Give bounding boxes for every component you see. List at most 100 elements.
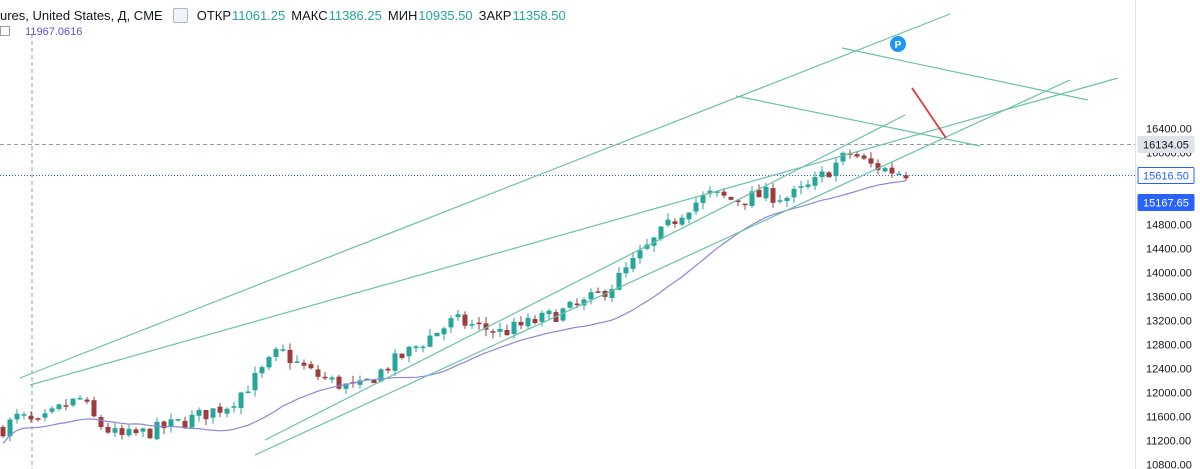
- candle-body: [161, 421, 167, 429]
- candle-body: [49, 408, 55, 412]
- candle-body: [35, 418, 41, 420]
- y-tick-label: 11200.00: [1146, 436, 1191, 448]
- candle-body: [812, 177, 818, 186]
- open-value: 11061.25: [232, 7, 286, 23]
- forecast-arrow-line: [911, 87, 947, 139]
- price-badge-label: 15616.50: [1143, 171, 1189, 183]
- candle-body: [406, 346, 412, 357]
- candle-body: [714, 191, 720, 193]
- candle-body: [763, 186, 769, 199]
- candle-body: [903, 175, 909, 179]
- candle-body: [42, 413, 48, 418]
- candle-body: [777, 200, 783, 202]
- candle-body: [7, 419, 13, 437]
- price-badge-box: [1137, 167, 1195, 185]
- candle-body: [588, 292, 594, 300]
- candle-body: [861, 155, 867, 159]
- candle-body: [28, 415, 34, 420]
- candle-body: [609, 288, 615, 298]
- candle-body: [749, 191, 755, 206]
- candle-body: [875, 163, 881, 171]
- price-badge: 16134.05: [1137, 135, 1195, 153]
- candle-body: [784, 197, 790, 202]
- candle-body: [539, 312, 545, 322]
- candle-body: [105, 426, 111, 433]
- symbol-label: ures, United States, Д, CME: [0, 7, 163, 23]
- candle-body: [182, 420, 188, 428]
- candle-body: [476, 322, 482, 325]
- candle-body: [560, 308, 566, 321]
- trendline: [841, 47, 1089, 101]
- marker-circle: [890, 36, 906, 52]
- candle-body: [336, 376, 342, 389]
- candle-body: [805, 184, 811, 187]
- candle-body: [896, 173, 902, 176]
- candle-body: [364, 378, 370, 381]
- candle-body: [217, 406, 223, 413]
- moving-average-line: [2, 180, 907, 444]
- candle-body: [301, 362, 307, 366]
- candle-body: [567, 301, 573, 308]
- y-tick-label: 12000.00: [1146, 388, 1192, 400]
- candle-body: [287, 349, 293, 364]
- high-value: 11386.25: [328, 7, 382, 23]
- y-tick-label: 11600.00: [1146, 412, 1191, 424]
- candle-body: [630, 258, 636, 269]
- candle-body: [357, 380, 363, 385]
- candle-body: [238, 392, 244, 408]
- candle-body: [546, 310, 552, 315]
- candle-body: [686, 212, 692, 220]
- candle-body: [371, 380, 377, 384]
- candle-body: [259, 367, 265, 374]
- candle-body: [273, 348, 279, 357]
- candle-body: [616, 272, 622, 290]
- price-badge-label: 15167.65: [1143, 197, 1189, 209]
- candle-body: [413, 346, 419, 349]
- high-label: МАКС: [291, 7, 328, 23]
- candle-body: [126, 428, 132, 436]
- candle-body: [91, 400, 97, 417]
- candle-body: [0, 426, 6, 437]
- candle-body: [385, 368, 391, 371]
- candle-body: [504, 329, 510, 336]
- candle-body: [266, 357, 272, 368]
- candle-body: [791, 188, 797, 198]
- candle-body: [665, 219, 671, 226]
- visibility-toggle-icon[interactable]: [0, 26, 10, 36]
- candle-body: [21, 414, 27, 416]
- candle-body: [490, 331, 496, 333]
- candle-body: [329, 377, 335, 380]
- candle-body: [532, 319, 538, 324]
- candle-body: [462, 314, 468, 326]
- price-badge: 15167.65: [1137, 193, 1195, 211]
- candle-body: [84, 399, 90, 402]
- candle-body: [700, 195, 706, 204]
- candle-body: [63, 405, 69, 407]
- candle-body: [833, 162, 839, 177]
- trendline: [29, 77, 1119, 386]
- candle-body: [679, 217, 685, 225]
- candle-body: [210, 408, 216, 418]
- candle-body: [343, 383, 349, 389]
- price-badge-label: 16134.05: [1143, 139, 1189, 151]
- candle-body: [154, 421, 160, 440]
- settings-checkbox-icon[interactable]: [172, 7, 188, 23]
- candle-body: [637, 250, 643, 259]
- candle-body: [707, 190, 713, 194]
- candle-body: [378, 369, 384, 382]
- candle-body: [280, 349, 286, 351]
- candle-body: [224, 408, 230, 414]
- marker-badge: P: [890, 36, 906, 52]
- y-tick-label: 10800.00: [1146, 460, 1192, 469]
- candle-body: [252, 373, 258, 391]
- ma-value: 11967.0616: [25, 26, 83, 38]
- y-tick-label: 13600.00: [1146, 292, 1192, 304]
- candle-body: [434, 332, 440, 337]
- candle-body: [651, 237, 657, 246]
- close-value: 11358.50: [512, 7, 566, 23]
- candle-body: [798, 186, 804, 188]
- symbol-legend: ures, United States, Д, CME ОТКР 11061.2…: [0, 5, 566, 25]
- candle-body: [770, 188, 776, 203]
